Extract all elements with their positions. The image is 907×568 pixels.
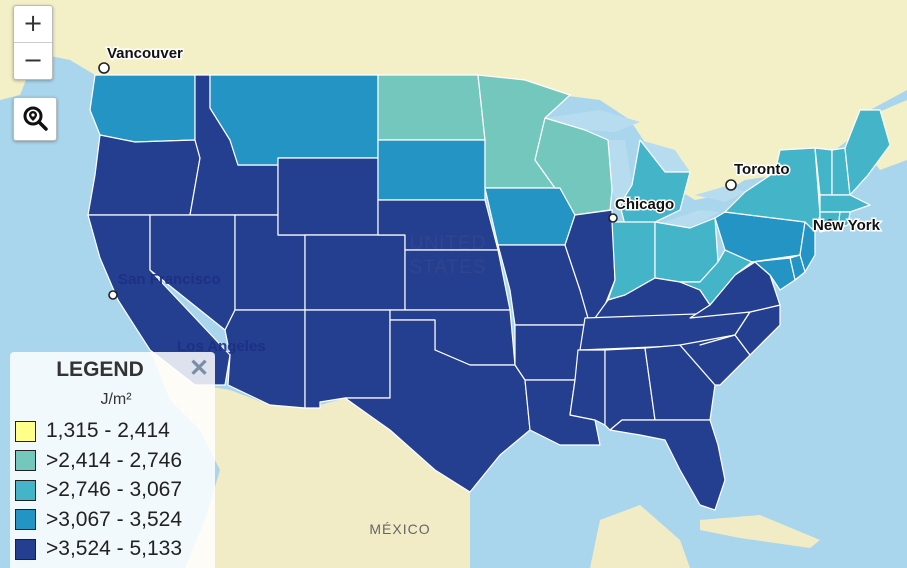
state-MD[interactable] (751, 257, 796, 291)
great-lakes (545, 110, 745, 228)
search-location-button[interactable] (13, 97, 57, 141)
state-TX[interactable] (344, 319, 531, 493)
mexico-landmass (150, 350, 470, 568)
city-marker-vancouver[interactable] (98, 62, 110, 74)
legend-item: >2,746 - 3,067 (15, 477, 182, 503)
city-marker-toronto[interactable] (725, 179, 737, 191)
state-SC[interactable] (679, 334, 751, 386)
state-WY[interactable] (277, 157, 379, 236)
legend-swatch (15, 450, 36, 471)
state-MI[interactable] (619, 139, 691, 226)
country-label-united-states: UNITED (410, 233, 487, 254)
state-NC[interactable] (699, 304, 781, 356)
zoom-control: + − (13, 5, 53, 80)
legend-panel: LEGEND ✕ J/m² 1,315 - 2,414 >2,414 - 2,74… (10, 352, 215, 568)
legend-item: >3,067 - 3,524 (15, 507, 182, 533)
state-FL[interactable] (609, 419, 726, 511)
legend-title: LEGEND (56, 358, 144, 381)
city-label-vancouver: Vancouver (107, 45, 183, 62)
state-WA[interactable] (89, 74, 196, 143)
state-OR[interactable] (87, 134, 201, 216)
legend-item: >2,414 - 2,746 (15, 448, 182, 474)
legend-range-label: >2,746 - 3,067 (46, 478, 183, 501)
state-ND[interactable] (377, 74, 486, 141)
state-polygons (87, 74, 891, 511)
country-label-united-states: STATES (409, 257, 486, 278)
state-SD[interactable] (377, 139, 486, 201)
state-GA[interactable] (644, 344, 716, 421)
city-label-new-york: New York (813, 217, 881, 234)
country-label-mexico: MÉXICO (369, 521, 430, 537)
city-marker-chicago[interactable] (608, 213, 618, 223)
state-NM[interactable] (304, 309, 391, 409)
state-CO[interactable] (304, 234, 406, 311)
yucatan-landmass (590, 505, 690, 568)
state-MA[interactable] (819, 194, 871, 213)
legend-swatch (15, 509, 36, 530)
legend-close-button[interactable]: ✕ (188, 355, 210, 382)
city-label-chicago: Chicago (615, 196, 674, 213)
city-marker-new-york[interactable] (825, 219, 835, 229)
legend-range-label: 1,315 - 2,414 (46, 419, 170, 442)
state-IA[interactable] (484, 187, 576, 246)
legend-range-label: >3,524 - 5,133 (46, 537, 183, 560)
state-NJ[interactable] (799, 221, 816, 273)
state-MT[interactable] (209, 74, 379, 166)
city-label-los-angeles: Los Angeles (177, 338, 266, 355)
legend-swatch (15, 538, 36, 560)
zoom-in-button[interactable]: + (22, 9, 44, 37)
city-label-toronto: Toronto (734, 161, 790, 178)
city-label-san-francisco: San Francisco (118, 271, 221, 288)
cuba-landmass (700, 515, 820, 548)
legend-swatch (15, 420, 36, 442)
legend-swatch (15, 479, 36, 501)
zoom-out-button[interactable]: − (14, 42, 52, 79)
search-location-icon (23, 106, 48, 131)
canada-landmass (0, 0, 907, 200)
legend-range-label: >3,067 - 3,524 (46, 507, 183, 531)
state-RI[interactable] (837, 211, 851, 229)
legend-units: J/m² (100, 391, 132, 408)
city-marker-san-francisco[interactable] (108, 290, 118, 300)
legend-item: 1,315 - 2,414 (15, 418, 170, 444)
legend-item: >3,524 - 5,133 (15, 536, 182, 562)
legend-range-label: >2,414 - 2,746 (46, 448, 183, 472)
